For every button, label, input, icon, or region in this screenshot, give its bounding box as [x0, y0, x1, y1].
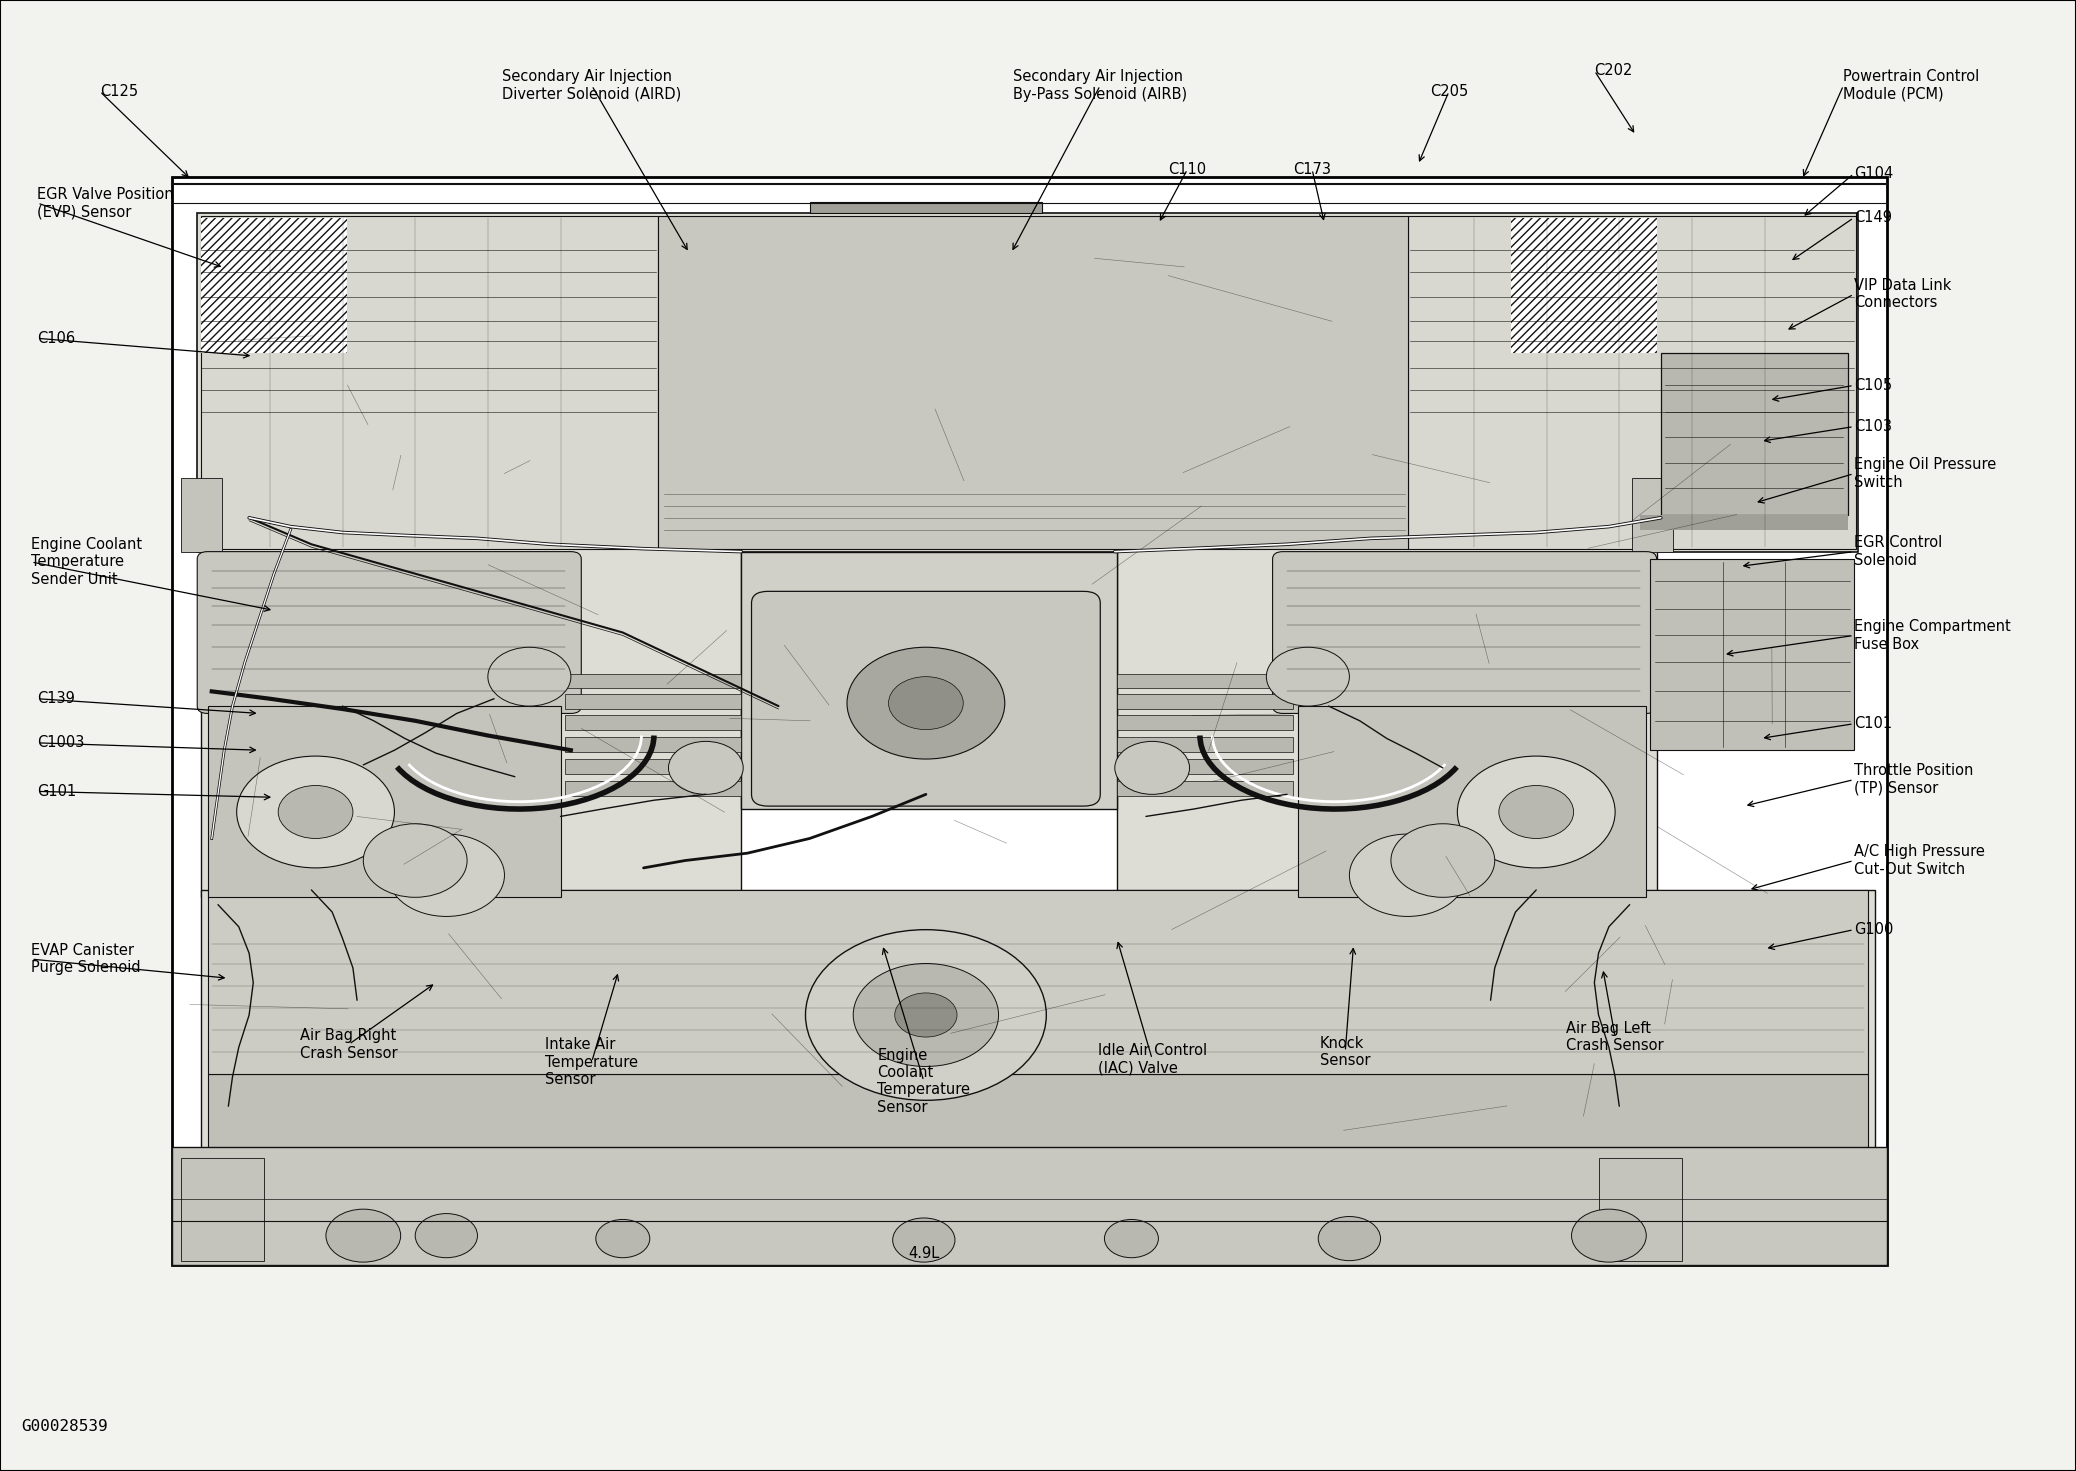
Text: EGR Control
Solenoid: EGR Control Solenoid: [1854, 535, 1943, 568]
Text: Engine Oil Pressure
Switch: Engine Oil Pressure Switch: [1854, 457, 1997, 490]
Circle shape: [388, 834, 504, 916]
Text: A/C High Pressure
Cut-Out Switch: A/C High Pressure Cut-Out Switch: [1854, 844, 1985, 877]
Bar: [197, 213, 1858, 552]
Text: G00028539: G00028539: [21, 1420, 108, 1434]
Bar: [565, 694, 741, 709]
Circle shape: [1266, 647, 1349, 706]
FancyBboxPatch shape: [752, 591, 1100, 806]
Bar: [1298, 706, 1646, 897]
Text: VIP Data Link
Connectors: VIP Data Link Connectors: [1854, 278, 1951, 310]
Bar: [208, 1074, 1868, 1155]
Bar: [1117, 715, 1293, 730]
Text: Intake Air
Temperature
Sensor: Intake Air Temperature Sensor: [546, 1037, 637, 1087]
Circle shape: [1457, 756, 1615, 868]
Circle shape: [488, 647, 571, 706]
Bar: [1599, 1158, 1682, 1261]
Circle shape: [278, 786, 353, 838]
Text: G101: G101: [37, 784, 77, 799]
Bar: [1408, 216, 1856, 549]
Text: Idle Air Control
(IAC) Valve: Idle Air Control (IAC) Valve: [1098, 1043, 1206, 1075]
Bar: [1117, 547, 1657, 897]
Text: G104: G104: [1854, 166, 1893, 181]
Text: C205: C205: [1430, 84, 1468, 99]
Text: Secondary Air Injection
By-Pass Solenoid (AIRB): Secondary Air Injection By-Pass Solenoid…: [1013, 69, 1187, 101]
Bar: [1117, 674, 1293, 688]
Text: Engine Compartment
Fuse Box: Engine Compartment Fuse Box: [1854, 619, 2012, 652]
Circle shape: [596, 1219, 650, 1258]
Text: C202: C202: [1594, 63, 1632, 78]
Text: Powertrain Control
Module (PCM): Powertrain Control Module (PCM): [1843, 69, 1981, 101]
Bar: [1661, 353, 1848, 515]
Bar: [565, 715, 741, 730]
Circle shape: [326, 1209, 401, 1262]
Bar: [1117, 694, 1293, 709]
Bar: [172, 1147, 1887, 1265]
Circle shape: [1391, 824, 1495, 897]
Text: 4.9L: 4.9L: [907, 1246, 940, 1261]
FancyBboxPatch shape: [197, 552, 581, 713]
Circle shape: [1115, 741, 1190, 794]
Bar: [741, 552, 1117, 809]
Bar: [1117, 781, 1293, 796]
Circle shape: [893, 1218, 955, 1262]
Circle shape: [1318, 1217, 1381, 1261]
Text: C110: C110: [1169, 162, 1206, 177]
Text: G100: G100: [1854, 922, 1893, 937]
Bar: [565, 781, 741, 796]
Text: C1003: C1003: [37, 736, 85, 750]
Text: C103: C103: [1854, 419, 1891, 434]
Bar: [201, 216, 658, 549]
Circle shape: [889, 677, 963, 730]
Text: Air Bag Right
Crash Sensor: Air Bag Right Crash Sensor: [299, 1028, 399, 1061]
Text: C105: C105: [1854, 378, 1891, 393]
Bar: [181, 478, 222, 552]
FancyBboxPatch shape: [1273, 552, 1657, 713]
Circle shape: [1572, 1209, 1646, 1262]
Circle shape: [895, 993, 957, 1037]
Text: Air Bag Left
Crash Sensor: Air Bag Left Crash Sensor: [1565, 1021, 1665, 1053]
Text: C106: C106: [37, 331, 75, 346]
Text: Engine
Coolant
Temperature
Sensor: Engine Coolant Temperature Sensor: [878, 1047, 969, 1115]
Circle shape: [853, 964, 999, 1066]
Bar: [208, 890, 1868, 1074]
Circle shape: [847, 647, 1005, 759]
Bar: [658, 216, 1408, 549]
Text: C125: C125: [100, 84, 137, 99]
Bar: [1511, 218, 1657, 353]
Text: Throttle Position
(TP) Sensor: Throttle Position (TP) Sensor: [1854, 763, 1974, 796]
Circle shape: [668, 741, 743, 794]
Text: Secondary Air Injection
Diverter Solenoid (AIRD): Secondary Air Injection Diverter Solenoi…: [502, 69, 681, 101]
Text: C149: C149: [1854, 210, 1891, 225]
Bar: [1650, 559, 1854, 750]
Text: Engine Coolant
Temperature
Sender Unit: Engine Coolant Temperature Sender Unit: [31, 537, 143, 587]
Text: Knock
Sensor: Knock Sensor: [1320, 1036, 1370, 1068]
Bar: [201, 218, 347, 353]
Circle shape: [805, 930, 1046, 1100]
Text: EVAP Canister
Purge Solenoid: EVAP Canister Purge Solenoid: [31, 943, 141, 975]
Text: C139: C139: [37, 691, 75, 706]
Bar: [172, 177, 1887, 1265]
Circle shape: [363, 824, 467, 897]
Bar: [565, 737, 741, 752]
Text: EGR Valve Position
(EVP) Sensor: EGR Valve Position (EVP) Sensor: [37, 187, 174, 219]
Bar: [565, 674, 741, 688]
Circle shape: [415, 1214, 477, 1258]
Text: C101: C101: [1854, 716, 1891, 731]
Bar: [181, 1158, 264, 1261]
Text: C173: C173: [1293, 162, 1331, 177]
Bar: [208, 706, 561, 897]
Circle shape: [237, 756, 394, 868]
Bar: [565, 759, 741, 774]
Bar: [810, 202, 1042, 213]
Circle shape: [1499, 786, 1574, 838]
Circle shape: [1104, 1219, 1158, 1258]
Bar: [201, 890, 1875, 1155]
Bar: [1632, 478, 1673, 552]
Bar: [1117, 759, 1293, 774]
Bar: [201, 547, 741, 897]
Circle shape: [1349, 834, 1466, 916]
Bar: [1117, 737, 1293, 752]
Bar: [1640, 515, 1848, 530]
